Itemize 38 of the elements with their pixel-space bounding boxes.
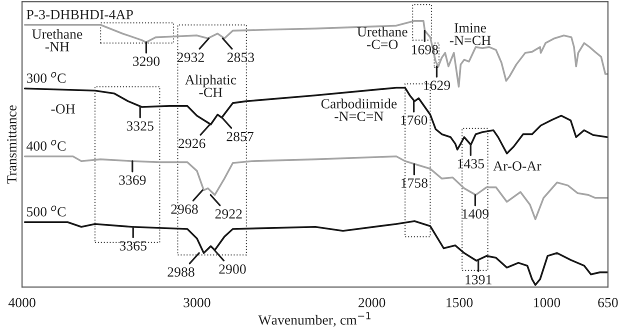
annotation: 1391 — [466, 275, 492, 284]
x-tick-label: 1500 — [446, 298, 473, 308]
annotation: Urethane -NH — [32, 29, 82, 52]
annotation: 3365 — [120, 241, 146, 251]
annotation: -OH — [51, 104, 75, 114]
x-tick-label: 3000 — [184, 298, 210, 308]
annotation: 2932 — [178, 52, 204, 62]
series-label: P-3-DHBHDI-4AP — [26, 10, 133, 20]
annotation: 2857 — [226, 132, 254, 142]
annotation: 1629 — [424, 80, 450, 90]
y-axis-title: Transmittance — [7, 105, 16, 184]
annotation: Carbodiimide -N=C=N — [321, 98, 397, 122]
annotation: 1758 — [402, 178, 428, 188]
annotation: Imine -N=CH — [450, 23, 491, 46]
annotation: 1698 — [412, 44, 438, 54]
x-tick-label: 2000 — [358, 298, 386, 308]
x-tick-label: 1000 — [534, 298, 560, 308]
annotation: 2968 — [171, 204, 198, 214]
annotation: 1409 — [462, 209, 489, 219]
annotation: Urethane -C=O — [357, 26, 408, 50]
x-axis-title: Wavenumber, cm$^{−1}$ — [258, 312, 370, 327]
annotation: 2853 — [227, 52, 254, 62]
annotation: 1435 — [458, 159, 484, 168]
annotation: Aliphatic -CH — [185, 74, 236, 98]
annotation: 2900 — [219, 264, 246, 274]
annotation: 2988 — [168, 267, 194, 277]
annotation: 3369 — [119, 175, 146, 185]
annotation: 2922 — [215, 209, 242, 219]
annotation: 3325 — [126, 121, 154, 131]
annotation: 1760 — [401, 115, 428, 125]
series-label: 500 $^{o}$C — [27, 206, 66, 216]
annotation: Ar-O-Ar — [493, 161, 542, 171]
series-label: 400 $^{o}$C — [26, 140, 66, 151]
annotation: 2926 — [178, 138, 206, 148]
annotation: 3290 — [133, 56, 160, 66]
series-label: 300 $^{o}$C — [26, 72, 66, 83]
x-tick-label: 650 — [598, 298, 618, 308]
x-tick-label: 4000 — [8, 298, 36, 308]
